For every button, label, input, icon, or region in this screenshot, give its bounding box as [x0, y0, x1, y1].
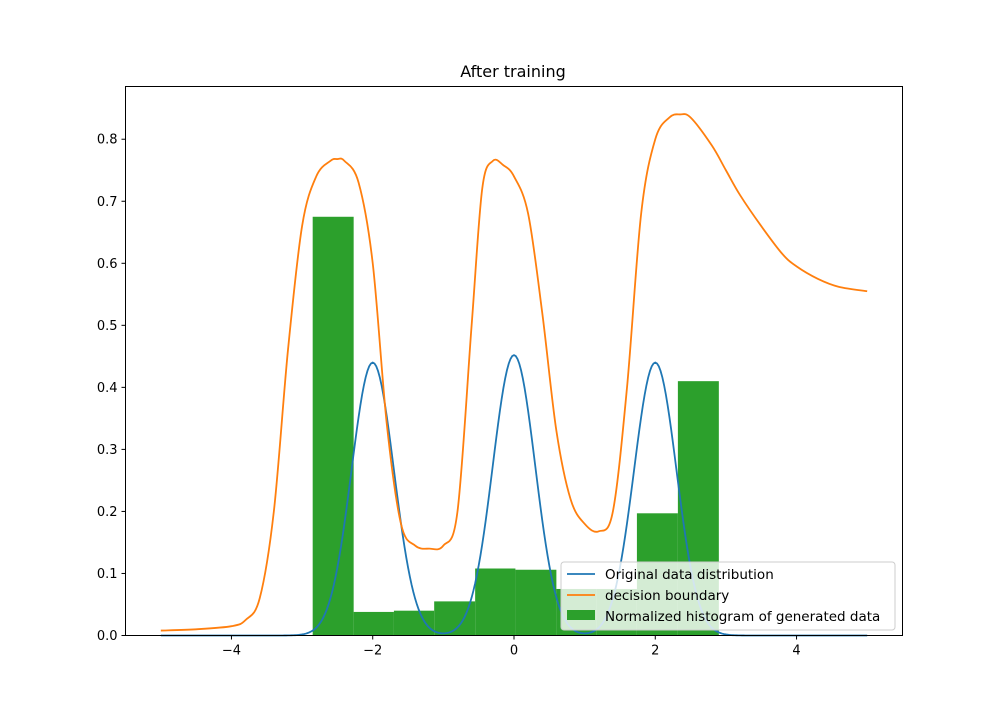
- x-tick-label: 4: [792, 644, 800, 659]
- histogram-bar-5: [515, 569, 557, 636]
- plot-frame: [125, 86, 903, 636]
- x-tick-label: 2: [651, 644, 659, 659]
- y-tick-label: 0.4: [97, 381, 118, 396]
- legend-label-original: Original data distribution: [605, 567, 774, 583]
- legend-label-decision: decision boundary: [605, 588, 729, 604]
- y-tick-label: 0.3: [97, 443, 118, 458]
- legend: Original data distribution decision boun…: [560, 561, 896, 631]
- axes: −4 −2 0 2 4 0.0 0.1 0.2 0.3 0.4 0.5 0.6 0.7 0.8: [97, 133, 801, 659]
- chart-title: After training: [460, 62, 566, 81]
- series-line-decision-boundary: [160, 113, 868, 632]
- plot-area: [160, 113, 868, 637]
- histogram-bar-0: [312, 216, 354, 636]
- histogram-bar-1: [353, 611, 394, 636]
- legend-label-histogram: Normalized histogram of generated data: [605, 609, 880, 625]
- x-tick-label: −4: [222, 644, 241, 659]
- y-tick-label: 0.1: [97, 567, 118, 582]
- y-tick-label: 0.6: [97, 257, 118, 272]
- legend-swatch-histogram: [567, 610, 595, 620]
- y-tick-label: 0.0: [97, 629, 118, 644]
- x-tick-label: −2: [363, 644, 382, 659]
- x-tick-label: 0: [510, 644, 518, 659]
- histogram-bar-4: [475, 568, 516, 636]
- y-tick-label: 0.5: [97, 319, 118, 334]
- y-tick-label: 0.7: [97, 195, 118, 210]
- y-tick-label: 0.8: [97, 133, 118, 148]
- y-tick-label: 0.2: [97, 505, 118, 520]
- legend-frame: [560, 561, 896, 631]
- histogram-bar-2: [393, 610, 435, 636]
